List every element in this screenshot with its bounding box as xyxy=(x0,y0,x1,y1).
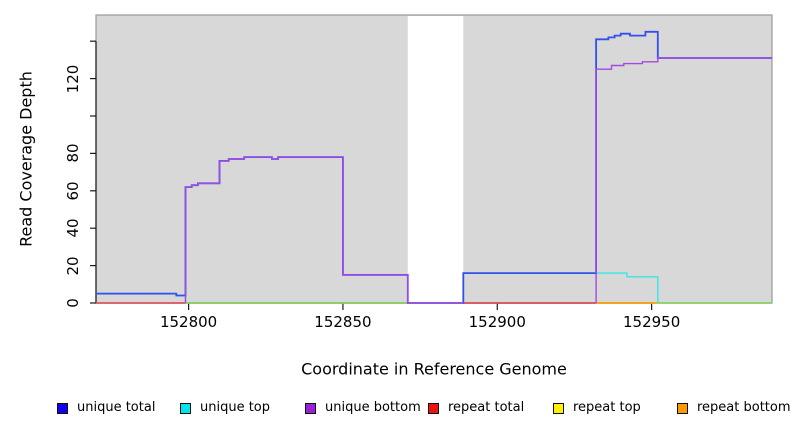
y-tick-label: 40 xyxy=(64,218,82,238)
legend-label: unique top xyxy=(200,400,271,415)
y-tick-label: 120 xyxy=(64,64,82,93)
y-tick-label: 60 xyxy=(64,181,82,201)
x-tick-label: 152900 xyxy=(468,313,526,331)
y-tick-label: 0 xyxy=(64,298,82,308)
y-axis-title: Read Coverage Depth xyxy=(16,71,36,247)
gap-region xyxy=(407,16,464,305)
legend-swatch-icon xyxy=(677,403,688,414)
series-unique-bottom xyxy=(595,57,772,303)
legend-swatch-icon xyxy=(553,403,564,414)
legend-label: unique total xyxy=(77,400,156,415)
legend-swatch-icon xyxy=(57,403,68,414)
x-tick-label: 152800 xyxy=(159,313,218,331)
series-unique-bottom xyxy=(184,156,464,304)
x-tick-label: 152850 xyxy=(314,313,372,331)
legend-label: repeat total xyxy=(448,400,525,415)
y-tick-label: 80 xyxy=(64,143,82,163)
y-tick-label: 20 xyxy=(64,256,82,276)
legend-swatch-icon xyxy=(428,403,439,414)
legend-label: unique bottom xyxy=(325,400,421,415)
x-tick-label: 152950 xyxy=(622,313,681,331)
legend-swatch-icon xyxy=(180,403,191,414)
legend-label: repeat bottom xyxy=(697,400,791,415)
x-axis-title: Coordinate in Reference Genome xyxy=(301,359,567,379)
legend-swatch-icon xyxy=(305,403,316,414)
legend-label: repeat top xyxy=(573,400,641,415)
